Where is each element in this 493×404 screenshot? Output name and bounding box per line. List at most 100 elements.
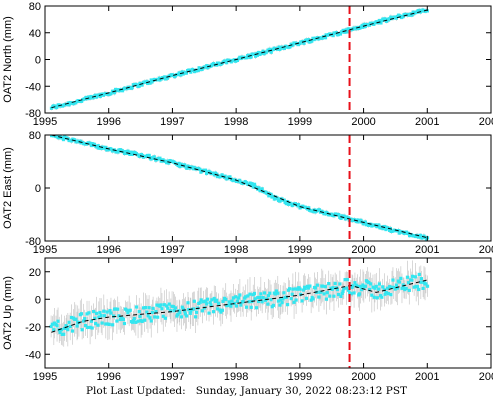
data-point bbox=[410, 274, 415, 278]
data-point bbox=[377, 282, 381, 286]
data-point bbox=[138, 154, 142, 158]
data-point bbox=[390, 285, 394, 289]
data-point bbox=[244, 181, 248, 185]
data-point bbox=[138, 314, 142, 318]
data-point bbox=[130, 86, 134, 90]
data-point bbox=[183, 309, 187, 313]
x-tick-label: 1995 bbox=[33, 371, 57, 383]
data-point bbox=[296, 202, 301, 207]
data-point bbox=[344, 286, 348, 290]
data-point bbox=[248, 292, 252, 296]
x-tick-label: 1998 bbox=[224, 116, 248, 128]
data-point bbox=[317, 208, 322, 212]
data-point bbox=[325, 291, 329, 295]
y-tick-label: -40 bbox=[25, 81, 41, 93]
data-point bbox=[323, 285, 327, 289]
x-tick-label: 1998 bbox=[224, 371, 248, 383]
data-point bbox=[86, 325, 90, 330]
data-point bbox=[399, 276, 403, 280]
data-point bbox=[404, 286, 408, 291]
y-axis-label: OAT2 East (mm) bbox=[2, 147, 14, 229]
data-point bbox=[254, 306, 259, 310]
data-point bbox=[137, 310, 141, 314]
data-point bbox=[100, 321, 104, 325]
plot-frame bbox=[44, 257, 492, 369]
data-point bbox=[176, 163, 180, 168]
data-point bbox=[185, 166, 189, 170]
data-point bbox=[219, 310, 223, 314]
data-point bbox=[362, 285, 366, 289]
y-tick-label: 0 bbox=[35, 294, 41, 306]
data-point bbox=[156, 315, 160, 319]
data-point bbox=[313, 286, 317, 290]
data-point bbox=[277, 45, 281, 49]
data-point bbox=[183, 163, 187, 167]
data-point bbox=[140, 83, 144, 87]
data-point bbox=[167, 302, 171, 306]
data-point bbox=[102, 314, 107, 318]
data-point bbox=[92, 309, 96, 314]
data-point bbox=[147, 306, 151, 310]
data-point bbox=[330, 287, 334, 291]
last-updated-footer: Plot Last Updated: Sunday, January 30, 2… bbox=[0, 385, 493, 397]
x-tick-label: 1999 bbox=[288, 116, 312, 128]
data-point bbox=[58, 330, 62, 335]
data-point bbox=[260, 300, 264, 304]
data-point bbox=[192, 307, 196, 311]
data-point bbox=[198, 300, 202, 304]
data-point bbox=[323, 36, 328, 40]
data-point bbox=[186, 301, 190, 305]
data-point bbox=[234, 304, 239, 308]
data-point bbox=[96, 323, 100, 327]
data-point bbox=[352, 291, 356, 295]
data-point bbox=[116, 150, 120, 154]
data-point bbox=[228, 302, 232, 306]
data-point bbox=[252, 182, 257, 186]
data-point bbox=[308, 284, 312, 288]
data-point bbox=[227, 300, 231, 304]
data-point bbox=[344, 28, 348, 32]
data-point bbox=[147, 153, 151, 158]
data-point bbox=[374, 284, 378, 289]
data-point bbox=[158, 156, 162, 160]
x-tick-label: 2000 bbox=[351, 371, 375, 383]
data-point bbox=[207, 311, 211, 315]
data-point bbox=[64, 324, 68, 328]
data-point bbox=[230, 299, 234, 303]
data-point bbox=[286, 302, 290, 307]
data-point bbox=[389, 293, 393, 297]
data-point bbox=[407, 13, 411, 17]
data-point bbox=[90, 142, 94, 146]
data-point bbox=[56, 319, 60, 323]
data-point bbox=[282, 198, 286, 202]
data-point bbox=[418, 233, 422, 237]
data-point bbox=[215, 172, 219, 176]
data-point bbox=[162, 303, 166, 307]
data-point bbox=[416, 287, 421, 292]
data-point bbox=[279, 298, 283, 302]
data-point bbox=[68, 324, 72, 329]
data-point bbox=[203, 168, 208, 172]
data-point bbox=[293, 287, 298, 291]
data-point bbox=[382, 288, 386, 292]
data-point bbox=[75, 324, 79, 328]
data-point bbox=[252, 291, 257, 296]
data-point bbox=[266, 294, 271, 298]
data-point bbox=[150, 80, 154, 84]
data-point bbox=[215, 298, 219, 302]
plot-area bbox=[49, 7, 429, 111]
data-point bbox=[407, 288, 411, 292]
data-point bbox=[412, 285, 416, 289]
data-point bbox=[157, 76, 161, 80]
data-point bbox=[361, 25, 365, 29]
data-point bbox=[324, 297, 329, 301]
data-point bbox=[215, 63, 219, 67]
data-point bbox=[109, 147, 113, 151]
data-point bbox=[154, 310, 158, 314]
data-point bbox=[179, 315, 184, 319]
data-point bbox=[249, 55, 253, 59]
data-point bbox=[406, 231, 410, 235]
y-axis-label: OAT2 Up (mm) bbox=[2, 276, 14, 350]
data-point bbox=[229, 304, 233, 308]
